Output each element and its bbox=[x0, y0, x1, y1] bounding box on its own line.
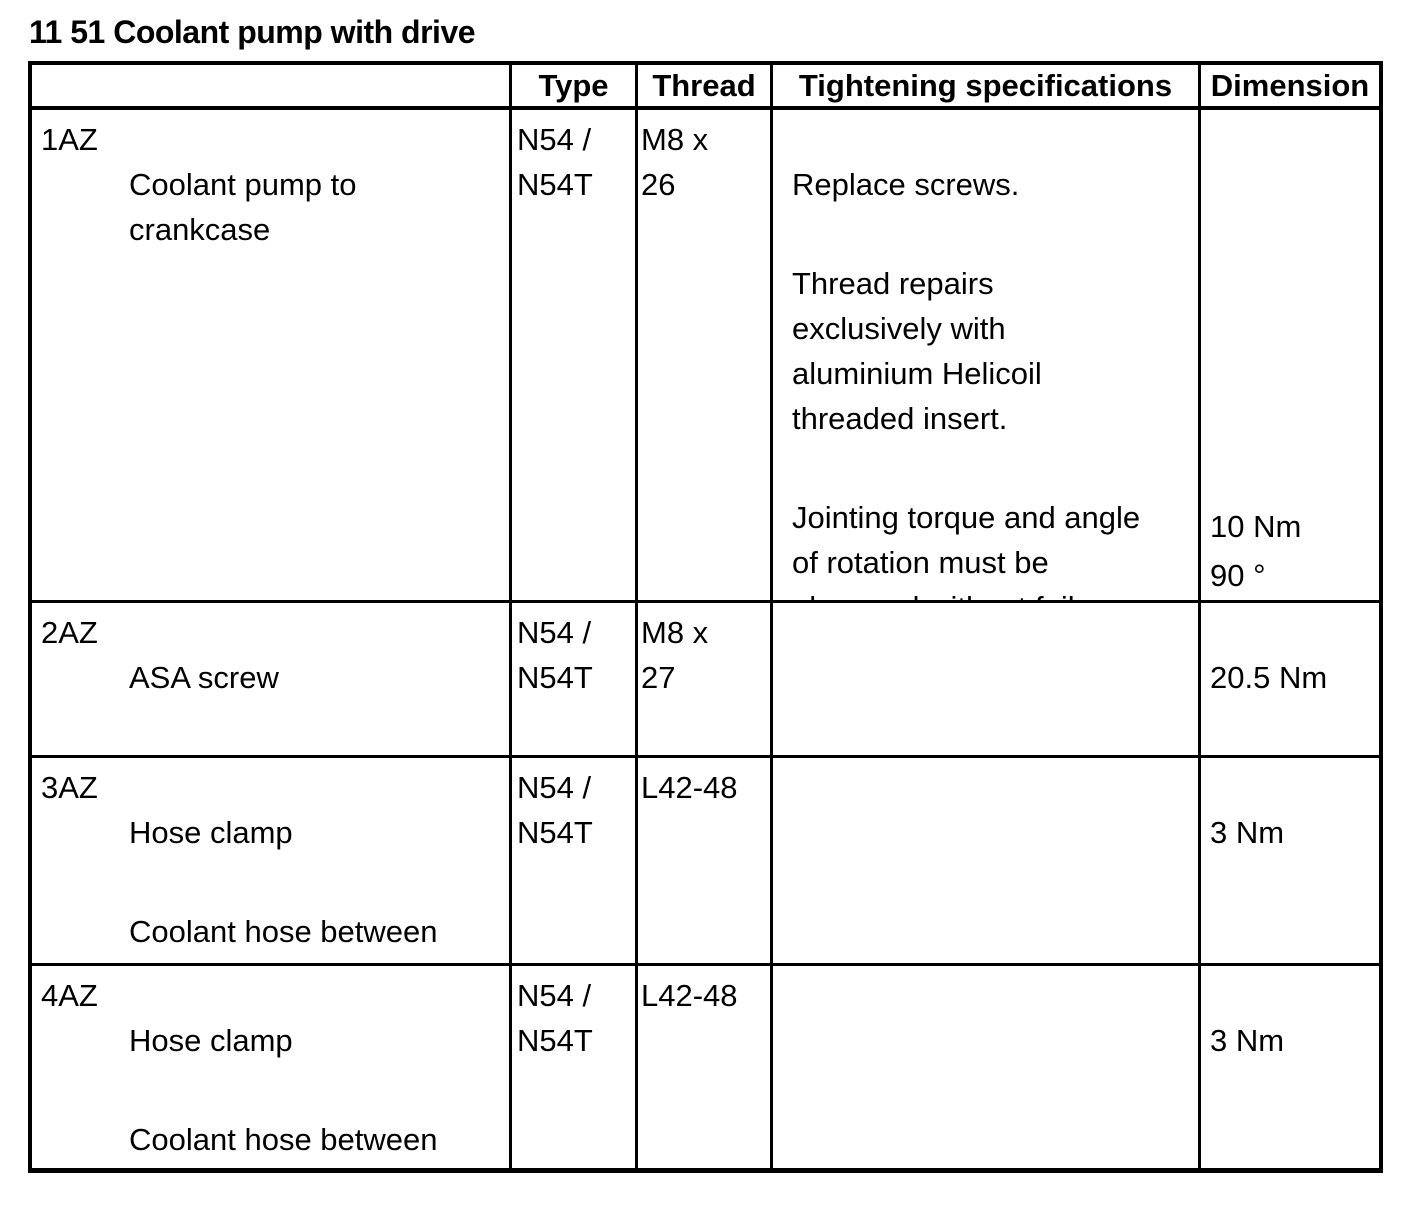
item-cell: 1AZ Coolant pump to crankcase bbox=[32, 110, 512, 603]
thread-cell: L42-48 bbox=[638, 758, 773, 966]
dimension-cell: 10 Nm 90 ° bbox=[1201, 110, 1379, 603]
item-description: Coolant pump to crankcase bbox=[129, 117, 503, 297]
item-name: ASA screw bbox=[129, 660, 279, 695]
thread-cell: M8 x 27 bbox=[638, 603, 773, 758]
header-type: Type bbox=[512, 65, 638, 110]
header-thread: Thread bbox=[638, 65, 773, 110]
table-row-3az: 3AZ Hose clamp Coolant hose between cool… bbox=[32, 758, 1379, 966]
dimension-value: 3 Nm bbox=[1210, 1023, 1285, 1058]
dimension-cell: 3 Nm bbox=[1201, 966, 1379, 1168]
spec-paragraph: Jointing torque and angle of rotation mu… bbox=[792, 500, 1141, 600]
item-name: Hose clamp bbox=[129, 815, 293, 850]
header-dimension: Dimension bbox=[1201, 65, 1379, 110]
dimension-value: 20.5 Nm bbox=[1210, 660, 1328, 695]
table-row-2az: 2AZ ASA screw Coolant pump to bracket. N… bbox=[32, 603, 1379, 758]
row-label: 2AZ bbox=[41, 615, 98, 650]
item-description: Hose clamp Coolant hose between coolant … bbox=[129, 765, 503, 963]
dimension-cell: 20.5 Nm bbox=[1201, 603, 1379, 758]
thread-cell: L42-48 bbox=[638, 966, 773, 1168]
row-label: 4AZ bbox=[41, 978, 98, 1013]
dimension-cell: 3 Nm bbox=[1201, 758, 1379, 966]
dimension-value: 3 Nm bbox=[1210, 815, 1285, 850]
item-name: Hose clamp bbox=[129, 1023, 293, 1058]
type-cell: N54 / N54T bbox=[512, 966, 638, 1168]
table-header-row: Type Thread Tightening specifications Di… bbox=[32, 65, 1379, 110]
item-detail: Coolant hose between coolant pump and fe… bbox=[129, 1122, 444, 1168]
thread-cell: M8 x 26 bbox=[638, 110, 773, 603]
item-description: ASA screw Coolant pump to bracket. bbox=[129, 610, 503, 755]
table-row-4az: 4AZ Hose clamp Coolant hose between cool… bbox=[32, 966, 1379, 1168]
type-cell: N54 / N54T bbox=[512, 603, 638, 758]
item-detail: Coolant hose between coolant pump and co… bbox=[129, 914, 438, 963]
torque-spec-table: Type Thread Tightening specifications Di… bbox=[28, 61, 1383, 1173]
dimension-value: 90 ° bbox=[1210, 558, 1266, 593]
type-cell: N54 / N54T bbox=[512, 758, 638, 966]
item-cell: 2AZ ASA screw Coolant pump to bracket. bbox=[32, 603, 512, 758]
page-title: 11 51 Coolant pump with drive bbox=[29, 14, 476, 50]
item-cell: 4AZ Hose clamp Coolant hose between cool… bbox=[32, 966, 512, 1168]
row-label: 3AZ bbox=[41, 770, 98, 805]
header-item bbox=[32, 65, 512, 110]
tightening-specs-cell bbox=[773, 603, 1201, 758]
tightening-specs-cell: Replace screws. Thread repairs exclusive… bbox=[773, 110, 1201, 603]
row-label: 1AZ bbox=[41, 122, 98, 157]
tightening-specs-cell bbox=[773, 758, 1201, 966]
dimension-value: 10 Nm bbox=[1210, 509, 1302, 544]
spec-paragraph: Replace screws. bbox=[792, 167, 1020, 202]
type-cell: N54 / N54T bbox=[512, 110, 638, 603]
tightening-specs-cell bbox=[773, 966, 1201, 1168]
header-tightening-specifications: Tightening specifications bbox=[773, 65, 1201, 110]
table-row-1az: 1AZ Coolant pump to crankcase N54 / N54T… bbox=[32, 110, 1379, 603]
item-name: Coolant pump to crankcase bbox=[129, 167, 357, 247]
item-description: Hose clamp Coolant hose between coolant … bbox=[129, 973, 503, 1168]
item-cell: 3AZ Hose clamp Coolant hose between cool… bbox=[32, 758, 512, 966]
spec-paragraph: Thread repairs exclusively with aluminiu… bbox=[792, 266, 1042, 436]
